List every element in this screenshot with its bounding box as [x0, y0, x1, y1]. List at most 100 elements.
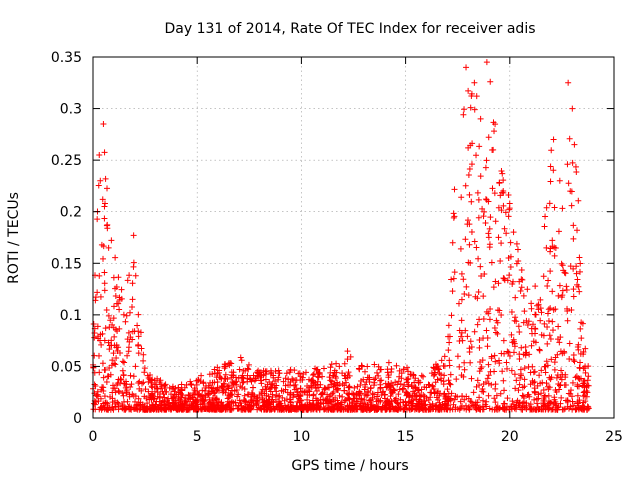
data-point — [97, 177, 104, 184]
data-point — [495, 234, 502, 241]
data-point — [508, 308, 515, 315]
data-point — [486, 241, 493, 248]
data-point — [98, 341, 105, 348]
data-point — [405, 368, 412, 375]
data-point — [333, 360, 340, 367]
data-point — [458, 333, 465, 340]
data-point — [480, 388, 487, 395]
data-point — [493, 392, 500, 399]
data-point — [364, 388, 371, 395]
data-point — [541, 223, 548, 230]
data-point — [106, 346, 113, 353]
data-point — [576, 254, 583, 261]
data-point — [475, 255, 482, 262]
data-point — [464, 221, 471, 228]
data-point — [491, 368, 498, 375]
data-point — [98, 386, 105, 393]
data-point — [213, 387, 220, 394]
data-point — [554, 336, 561, 343]
data-point — [225, 394, 232, 401]
data-point — [580, 365, 587, 372]
data-point — [265, 393, 272, 400]
data-point — [130, 232, 137, 239]
data-point — [289, 375, 296, 382]
data-point — [547, 178, 554, 185]
data-point — [90, 400, 97, 407]
data-point — [547, 376, 554, 383]
data-point — [501, 387, 508, 394]
data-point — [405, 399, 412, 406]
data-point — [496, 179, 503, 186]
data-point — [178, 402, 185, 409]
data-point — [570, 286, 577, 293]
data-point — [272, 378, 279, 385]
data-point — [420, 373, 427, 380]
data-point — [119, 358, 126, 365]
data-point — [495, 204, 502, 211]
data-point — [530, 369, 537, 376]
data-point — [400, 366, 407, 373]
data-point — [471, 106, 478, 113]
data-point — [547, 336, 554, 343]
data-point — [199, 396, 206, 403]
data-point — [194, 388, 201, 395]
data-point — [498, 240, 505, 247]
data-point — [99, 360, 106, 367]
data-point — [396, 403, 403, 410]
data-point — [450, 210, 457, 217]
data-point — [441, 372, 448, 379]
data-point — [578, 319, 585, 326]
data-point — [551, 244, 558, 251]
data-point — [573, 373, 580, 380]
data-point — [305, 384, 312, 391]
data-point — [211, 406, 218, 413]
data-point — [458, 270, 465, 277]
data-point — [509, 398, 516, 405]
data-point — [184, 404, 191, 411]
data-point — [504, 395, 511, 402]
data-point — [377, 406, 384, 413]
data-point — [542, 369, 549, 376]
data-point — [450, 401, 457, 408]
data-point — [491, 352, 498, 359]
data-point — [547, 268, 554, 275]
data-point — [528, 342, 535, 349]
data-point — [461, 290, 468, 297]
data-point — [242, 398, 249, 405]
data-point — [552, 354, 559, 361]
data-point — [235, 402, 242, 409]
data-point — [132, 272, 139, 279]
data-point — [102, 175, 109, 182]
data-point — [209, 379, 216, 386]
data-point — [512, 314, 519, 321]
data-point — [217, 402, 224, 409]
data-point — [522, 344, 529, 351]
data-point — [478, 364, 485, 371]
data-point — [573, 263, 580, 270]
data-point — [468, 90, 475, 97]
data-point — [403, 389, 410, 396]
data-point — [520, 403, 527, 410]
data-point — [199, 387, 206, 394]
data-point — [549, 318, 556, 325]
data-point — [165, 395, 172, 402]
data-point — [556, 339, 563, 346]
data-point — [106, 365, 113, 372]
data-point — [229, 371, 236, 378]
data-point — [378, 366, 385, 373]
data-point — [564, 403, 571, 410]
data-point — [345, 395, 352, 402]
data-point — [235, 391, 242, 398]
data-point — [287, 367, 294, 374]
data-point — [339, 370, 346, 377]
data-point — [310, 391, 317, 398]
data-point — [141, 365, 148, 372]
data-point — [508, 403, 515, 410]
data-point — [330, 389, 337, 396]
data-point — [441, 406, 448, 413]
data-point — [299, 388, 306, 395]
data-point — [548, 356, 555, 363]
x-tick-label: 5 — [193, 429, 202, 445]
data-point — [494, 406, 501, 413]
